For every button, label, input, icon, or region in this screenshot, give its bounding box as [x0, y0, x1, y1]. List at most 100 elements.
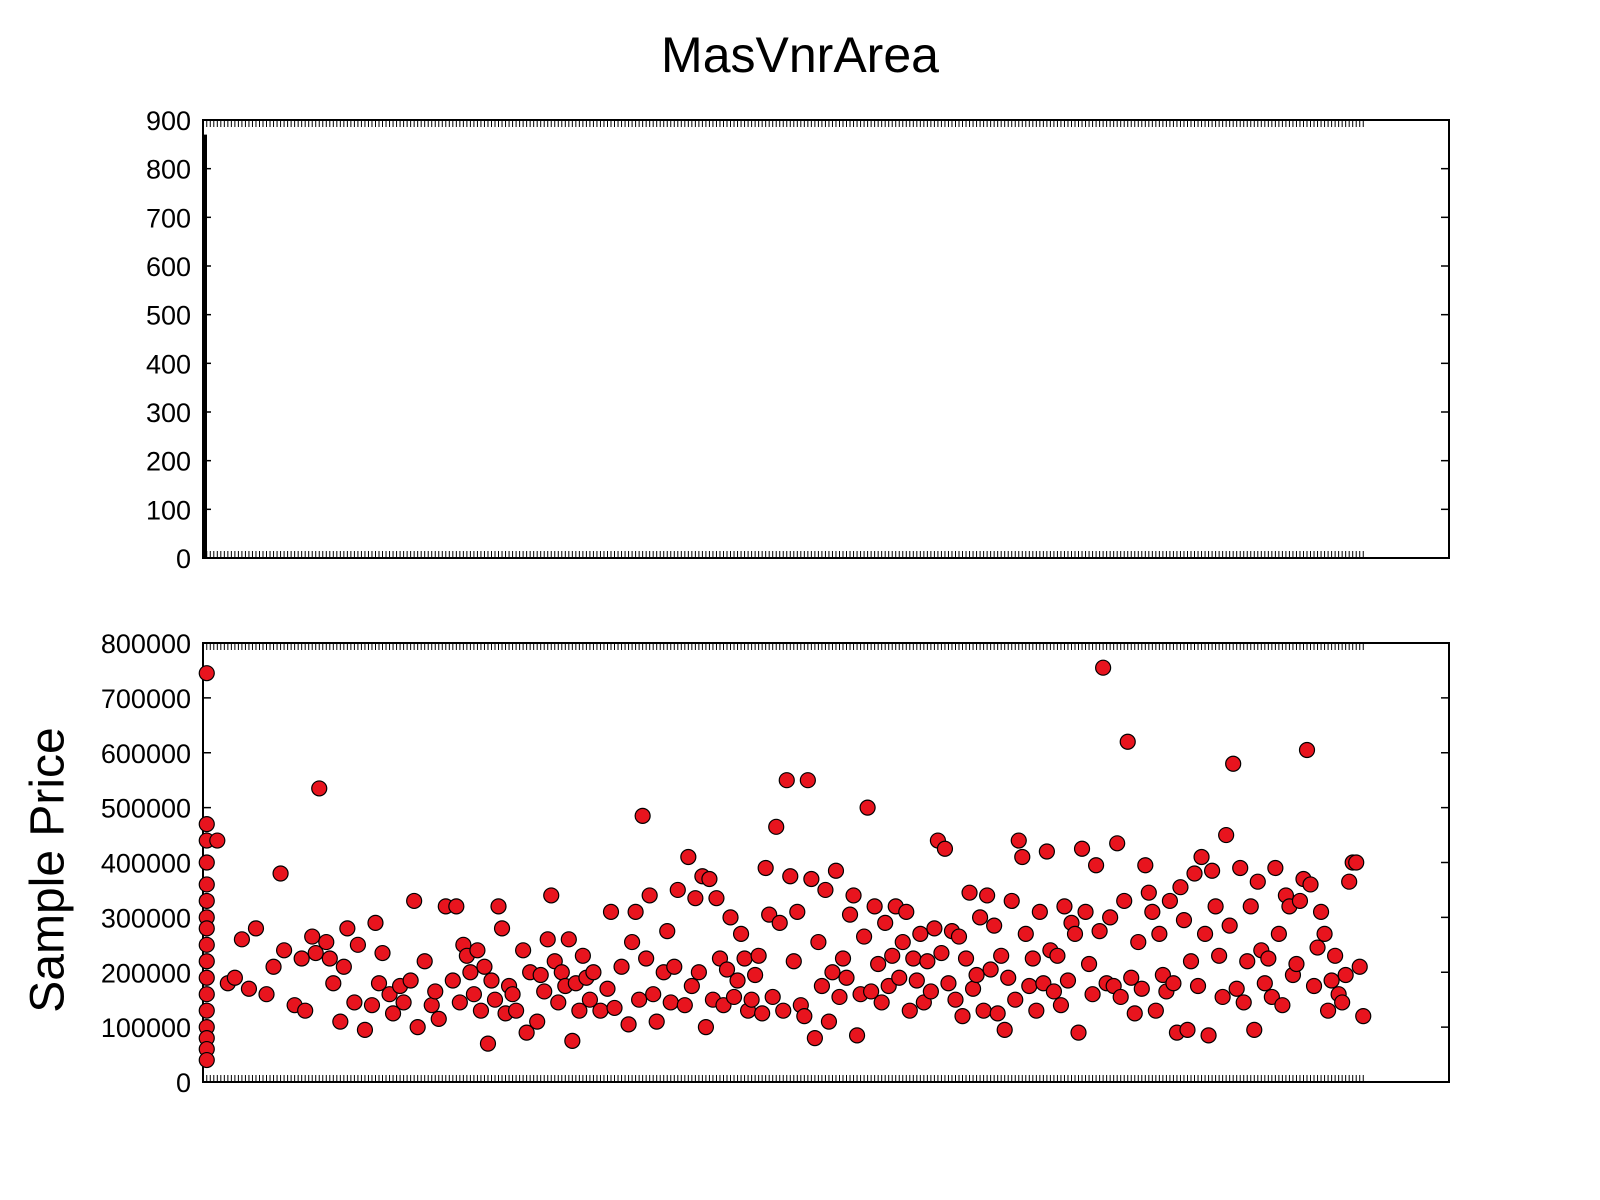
scatter-point: [687, 890, 704, 907]
scatter-point: [1035, 975, 1052, 992]
scatter-point: [1052, 997, 1070, 1014]
scatter-point: [662, 994, 679, 1011]
scatter-point: [1140, 884, 1157, 901]
scatter-point: [1305, 977, 1323, 995]
scatter-point: [198, 876, 215, 893]
scatter-point: [701, 870, 718, 888]
scatter-point: [1288, 955, 1305, 973]
scatter-point: [592, 1002, 609, 1019]
scatter-point: [891, 969, 908, 986]
scatter-panel-ytick-label: 200000: [101, 958, 191, 988]
scatter-point: [293, 950, 310, 967]
scatter-point: [968, 966, 985, 984]
bar-panel-ytick-label: 400: [146, 349, 191, 379]
scatter-point: [1260, 950, 1277, 967]
scatter-point: [529, 1013, 546, 1030]
bar-panel-ytick-label: 300: [146, 398, 191, 428]
scatter-point: [1123, 969, 1140, 986]
scatter-point: [311, 780, 328, 797]
scatter-point: [964, 980, 982, 997]
bar-panel-ytick-label: 200: [146, 447, 191, 477]
scatter-point: [761, 906, 778, 923]
scatter-point: [1154, 966, 1171, 984]
scatter-point: [585, 964, 602, 981]
scatter-point: [634, 807, 651, 824]
scatter-point: [1087, 857, 1105, 874]
scatter-point: [908, 972, 925, 989]
scatter-point: [430, 1010, 447, 1027]
scatter-point: [877, 914, 894, 931]
scatter-point: [841, 906, 859, 923]
scatter-point: [750, 947, 767, 964]
scatter-point: [571, 1002, 588, 1019]
scatter-point: [1130, 933, 1147, 951]
scatter-point: [1319, 1002, 1337, 1019]
scatter-point: [768, 818, 785, 835]
scatter-point: [743, 991, 760, 1008]
scatter-point: [912, 925, 929, 942]
scatter-point: [1337, 966, 1354, 984]
scatter-point: [395, 994, 412, 1011]
scatter-point: [325, 975, 342, 992]
scatter-point: [560, 931, 577, 948]
scatter-point: [613, 958, 630, 975]
scatter-point: [1095, 659, 1112, 676]
scatter-point: [1348, 854, 1365, 871]
scatter-point: [1309, 939, 1326, 956]
scatter-point: [198, 854, 215, 871]
scatter-point: [1172, 879, 1189, 896]
scatter-point: [406, 892, 423, 910]
scatter-point: [490, 898, 507, 915]
scatter-point: [1102, 909, 1119, 926]
scatter-point: [817, 881, 834, 899]
scatter-point: [1263, 988, 1280, 1006]
scatter-point: [1133, 980, 1150, 997]
scatter-point: [690, 964, 707, 981]
scatter-point: [1207, 898, 1224, 915]
scatter-point: [198, 815, 215, 833]
scatter-panel-ytick-label: 0: [176, 1068, 191, 1098]
scatter-point: [1126, 1005, 1143, 1022]
scatter-point: [863, 983, 880, 1000]
scatter-point: [1316, 925, 1333, 942]
scatter-point: [806, 1029, 823, 1047]
scatter-point: [638, 950, 655, 967]
scatter-point: [1137, 857, 1154, 874]
bar-panel-ytick-label: 100: [146, 495, 191, 525]
scatter-point: [472, 1002, 490, 1019]
scatter-point: [321, 950, 338, 967]
scatter-point: [1274, 997, 1291, 1014]
scatter-point: [831, 988, 848, 1006]
scatter-point: [803, 870, 820, 888]
scatter-point: [1211, 947, 1228, 964]
scatter-point: [198, 953, 215, 970]
scatter-point: [845, 887, 862, 904]
scatter-point: [553, 964, 570, 981]
scatter-point: [599, 980, 616, 997]
scatter-point: [1196, 925, 1214, 942]
scatter-point: [922, 983, 939, 1000]
bar: [203, 134, 207, 558]
scatter-point: [954, 1008, 971, 1025]
scatter-point: [233, 931, 251, 948]
scatter-point: [1112, 988, 1129, 1006]
scatter-point: [370, 975, 388, 992]
scatter-point: [1084, 986, 1101, 1003]
scatter-point: [838, 969, 855, 986]
scatter-point: [775, 1002, 792, 1019]
scatter-point: [1179, 1021, 1196, 1038]
scatter-point: [722, 909, 739, 926]
scatter-point: [708, 890, 725, 907]
scatter-point: [827, 862, 845, 879]
scatter-point: [416, 953, 433, 970]
scatter-point: [627, 903, 644, 920]
scatter-point: [1334, 994, 1351, 1011]
scatter-point: [1203, 862, 1221, 879]
scatter-point: [919, 953, 936, 970]
scatter-point: [799, 772, 816, 789]
scatter-point: [884, 947, 901, 964]
scatter-point: [504, 986, 521, 1003]
scatter-point: [1059, 972, 1077, 989]
scatter-point: [550, 994, 567, 1011]
